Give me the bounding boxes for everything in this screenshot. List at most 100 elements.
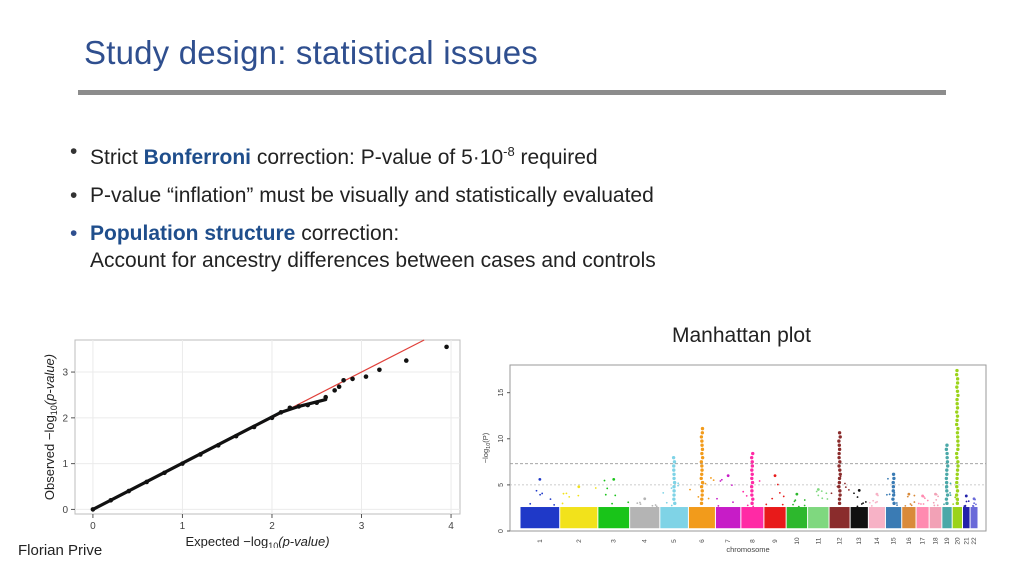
manhattan-chrom-band	[786, 507, 808, 529]
manhattan-point	[933, 504, 936, 507]
manhattan-point	[913, 501, 916, 503]
manhattan-point	[539, 493, 542, 496]
manhattan-point	[874, 501, 877, 504]
manhattan-x-tick-label: 13	[856, 537, 863, 545]
manhattan-point	[752, 505, 755, 508]
manhattan-peak-point	[945, 493, 950, 497]
manhattan-x-tick-label: 21	[963, 537, 970, 545]
manhattan-point	[765, 503, 768, 506]
manhattan-point	[862, 502, 865, 505]
manhattan-point	[535, 489, 538, 492]
manhattan-x-tick-label: 16	[906, 537, 913, 545]
manhattan-point	[662, 492, 665, 494]
qq-point	[314, 400, 320, 406]
manhattan-x-tick-label: 15	[891, 537, 898, 545]
manhattan-point	[965, 500, 968, 503]
manhattan-point	[826, 498, 829, 500]
manhattan-peak-point	[955, 389, 960, 393]
manhattan-peak-point	[700, 468, 704, 472]
manhattan-x-tick-label: 2	[576, 539, 583, 543]
manhattan-peak-point	[945, 443, 949, 447]
manhattan-peak-point	[955, 381, 960, 385]
bullet-dot-icon: •	[70, 184, 78, 207]
manhattan-chrom-band	[688, 507, 715, 529]
manhattan-point	[963, 505, 966, 508]
qq-point	[233, 433, 239, 439]
manhattan-peak-point	[672, 472, 676, 476]
manhattan-peak-point	[750, 476, 754, 481]
manhattan-point	[888, 493, 891, 496]
manhattan-point	[943, 503, 945, 506]
manhattan-point	[803, 504, 806, 507]
manhattan-peak-point	[956, 447, 960, 452]
manhattan-peak-point	[750, 468, 754, 472]
qq-point	[90, 507, 96, 512]
manhattan-peak-point	[837, 476, 842, 481]
manhattan-point	[872, 499, 875, 502]
manhattan-point	[562, 492, 565, 495]
manhattan-x-axis-label: chromosome	[726, 545, 769, 554]
manhattan-peak-point	[955, 497, 959, 501]
qq-point	[444, 344, 449, 350]
manhattan-x-tick-label: 17	[920, 537, 927, 545]
qq-x-tick-label: 0	[90, 521, 96, 532]
manhattan-peak-point	[891, 497, 895, 501]
manhattan-peak-point	[954, 422, 959, 427]
manhattan-peak-point	[907, 492, 911, 496]
manhattan-y-axis-label: −log10(P)	[481, 432, 492, 463]
manhattan-peak-point	[700, 455, 705, 460]
manhattan-chrom-band	[963, 507, 970, 529]
manhattan-x-tick-label: 6	[699, 539, 706, 543]
manhattan-peak-point	[750, 489, 754, 493]
manhattan-peak-point	[773, 474, 777, 478]
qq-y-tick-label: 0	[62, 505, 68, 516]
manhattan-peak-point	[956, 460, 960, 464]
manhattan-peak-point	[955, 377, 960, 381]
manhattan-peak-point	[749, 455, 754, 460]
qq-point	[305, 402, 311, 408]
manhattan-point	[913, 494, 916, 497]
manhattan-peak-point	[672, 497, 676, 501]
manhattan-point	[651, 504, 654, 507]
qq-x-tick-label: 3	[359, 521, 365, 532]
manhattan-peak-point	[700, 451, 704, 456]
qq-point	[269, 415, 275, 421]
manhattan-point	[820, 490, 823, 493]
manhattan-peak-point	[837, 480, 842, 485]
manhattan-peak-point	[749, 485, 754, 489]
manhattan-point	[935, 498, 938, 501]
qq-point	[403, 358, 409, 363]
manhattan-peak-point	[892, 476, 896, 481]
manhattan-peak-point	[700, 464, 704, 468]
manhattan-peak-point	[672, 468, 676, 472]
bullet-highlight: Population structure	[90, 222, 296, 245]
qq-point	[323, 394, 328, 400]
manhattan-point	[639, 501, 641, 504]
manhattan-peak-point	[955, 368, 959, 373]
manhattan-chrom-band	[952, 507, 963, 529]
qq-x-tick-label: 1	[180, 521, 186, 532]
bullet-text-line2: Account for ancestry differences between…	[90, 249, 656, 272]
manhattan-point	[529, 502, 532, 505]
manhattan-point	[967, 500, 970, 503]
manhattan-point	[654, 504, 657, 506]
manhattan-point	[922, 503, 925, 505]
qq-point	[332, 388, 337, 393]
manhattan-point	[821, 497, 824, 500]
manhattan-x-tick-label: 22	[971, 537, 978, 545]
manhattan-point	[731, 484, 733, 487]
manhattan-point	[949, 494, 952, 497]
manhattan-peak-point	[921, 494, 924, 498]
qq-y-tick-label: 2	[62, 413, 68, 424]
manhattan-peak-point	[891, 485, 896, 489]
manhattan-point	[830, 492, 833, 495]
manhattan-peak-point	[672, 493, 676, 497]
manhattan-point	[746, 504, 749, 507]
manhattan-point	[904, 505, 907, 507]
manhattan-point	[876, 500, 878, 503]
bullet-text: required	[514, 146, 598, 169]
manhattan-peak-point	[945, 464, 950, 468]
manhattan-peak-point	[750, 480, 755, 485]
manhattan-peak-point	[944, 497, 949, 501]
manhattan-chrom-band	[902, 507, 916, 529]
